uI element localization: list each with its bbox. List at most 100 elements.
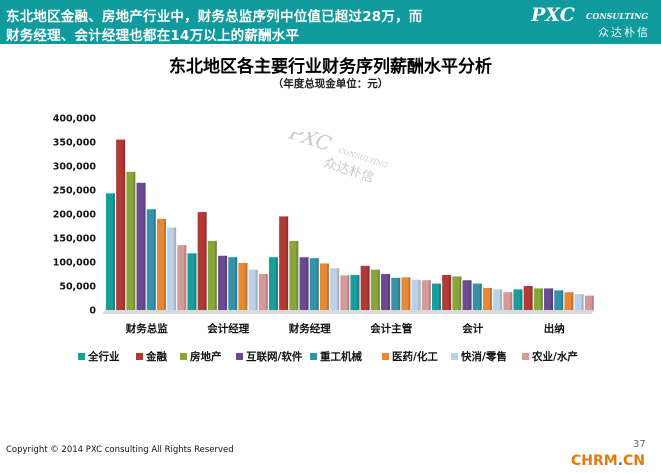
- bar-shade: [418, 279, 421, 310]
- header-line-1: 东北地区金融、房地产行业中，财务总监序列中位值已超过28万，而: [6, 9, 423, 25]
- y-tick-label: 50,000: [59, 282, 96, 293]
- bar: [554, 290, 564, 310]
- bar: [493, 289, 503, 310]
- legend-label: 金融: [146, 351, 167, 363]
- bar-shade: [489, 287, 492, 310]
- bar: [584, 295, 594, 310]
- legend-item: 农业/水产: [522, 349, 578, 364]
- bar: [187, 253, 197, 310]
- bar-shade: [449, 274, 452, 310]
- bar-shade: [123, 139, 126, 310]
- bar: [136, 182, 146, 310]
- bar: [228, 257, 238, 310]
- bar: [146, 209, 156, 310]
- bar-shade: [428, 280, 431, 310]
- legend-item: 重工机械: [310, 349, 362, 364]
- legend-item: 全行业: [78, 349, 120, 364]
- legend-swatch: [236, 352, 243, 360]
- bar: [431, 283, 441, 310]
- bar: [167, 227, 177, 310]
- bar: [503, 292, 513, 310]
- bar: [564, 292, 574, 310]
- legend-item: 互联网/软件: [236, 349, 302, 364]
- bar-shade: [184, 245, 187, 310]
- page-number: 37: [633, 439, 646, 450]
- y-tick-label: 400,000: [53, 114, 97, 125]
- chart-subtitle: （年度总现金单位：元）: [272, 78, 389, 90]
- legend-item: 金融: [136, 349, 167, 364]
- bar-shade: [388, 274, 391, 310]
- bar: [319, 263, 329, 310]
- bar-shade: [571, 292, 574, 310]
- legend: 全行业 金融 房地产 互联网/软件 重工机械 医药/化工 快消/零售 农业/水产: [78, 349, 598, 365]
- bar-shade: [174, 227, 177, 310]
- legend-swatch: [451, 352, 458, 360]
- bar-shade: [581, 294, 584, 310]
- bar-shade: [225, 255, 228, 310]
- legend-item: 医药/化工: [382, 349, 438, 364]
- y-tick-label: 350,000: [53, 138, 97, 149]
- bar: [513, 289, 523, 310]
- legend-swatch: [382, 352, 389, 360]
- x-axis: 财务总监 会计经理 财务经理 会计主管 会计 出纳: [102, 310, 595, 335]
- bar-shade: [500, 289, 503, 310]
- y-tick-label: 100,000: [53, 258, 97, 269]
- bar: [544, 288, 554, 310]
- y-tick-label: 200,000: [53, 210, 97, 221]
- bar-shade: [520, 289, 523, 310]
- bar-shade: [143, 182, 146, 310]
- bar-shade: [163, 218, 166, 310]
- bar-shade: [438, 283, 441, 310]
- bar: [462, 280, 472, 310]
- bar-shade: [153, 209, 156, 310]
- bar-shade: [204, 212, 207, 310]
- bar: [299, 257, 309, 310]
- y-axis: 0 50,000 100,000 150,000 200,000 250,000 300,0…: [53, 114, 97, 317]
- bar-shade: [214, 240, 217, 310]
- bar-shade: [551, 288, 554, 310]
- bar: [258, 274, 268, 310]
- bar: [381, 274, 391, 310]
- bar: [360, 265, 370, 310]
- bar: [401, 277, 411, 310]
- bar-shade: [265, 274, 268, 310]
- legend-swatch: [78, 352, 85, 360]
- bar-shade: [561, 290, 564, 310]
- pxc-logo-sub: CONSULTING: [586, 11, 649, 21]
- pxc-logo-cn: 众达朴信: [598, 26, 650, 39]
- bar: [472, 283, 482, 310]
- bar-shade: [194, 253, 197, 310]
- legend-swatch: [522, 352, 529, 360]
- bar: [523, 286, 533, 310]
- bar-shade: [306, 257, 309, 310]
- bar-shade: [337, 268, 340, 310]
- legend-item: 房地产: [180, 349, 222, 364]
- bar-shade: [316, 258, 319, 310]
- bar: [197, 212, 207, 310]
- copyright: Copyright © 2014 PXC consulting All Righ…: [6, 445, 234, 455]
- bar-shade: [530, 286, 533, 310]
- bar: [289, 240, 299, 310]
- y-tick-label: 150,000: [53, 234, 97, 245]
- bar-shade: [408, 277, 411, 310]
- bar: [452, 276, 462, 310]
- bar-shade: [275, 257, 278, 310]
- pxc-logo: PXC: [531, 4, 575, 26]
- bar-shade: [255, 269, 258, 310]
- bar: [574, 294, 584, 310]
- bar: [442, 274, 452, 310]
- bar: [126, 171, 136, 310]
- bar-shade: [540, 288, 543, 310]
- legend-label: 医药/化工: [392, 351, 438, 363]
- bar-shade: [326, 263, 329, 310]
- bar: [411, 279, 421, 310]
- category-label: 会计: [462, 322, 483, 335]
- chrm-logo: CHRM.CN: [571, 453, 645, 469]
- legend-swatch: [136, 352, 143, 360]
- bar: [370, 269, 380, 310]
- category-label: 财务总监: [125, 322, 168, 335]
- bar: [116, 139, 126, 310]
- bar: [248, 269, 258, 310]
- bar-shade: [112, 193, 115, 310]
- bar: [482, 287, 492, 310]
